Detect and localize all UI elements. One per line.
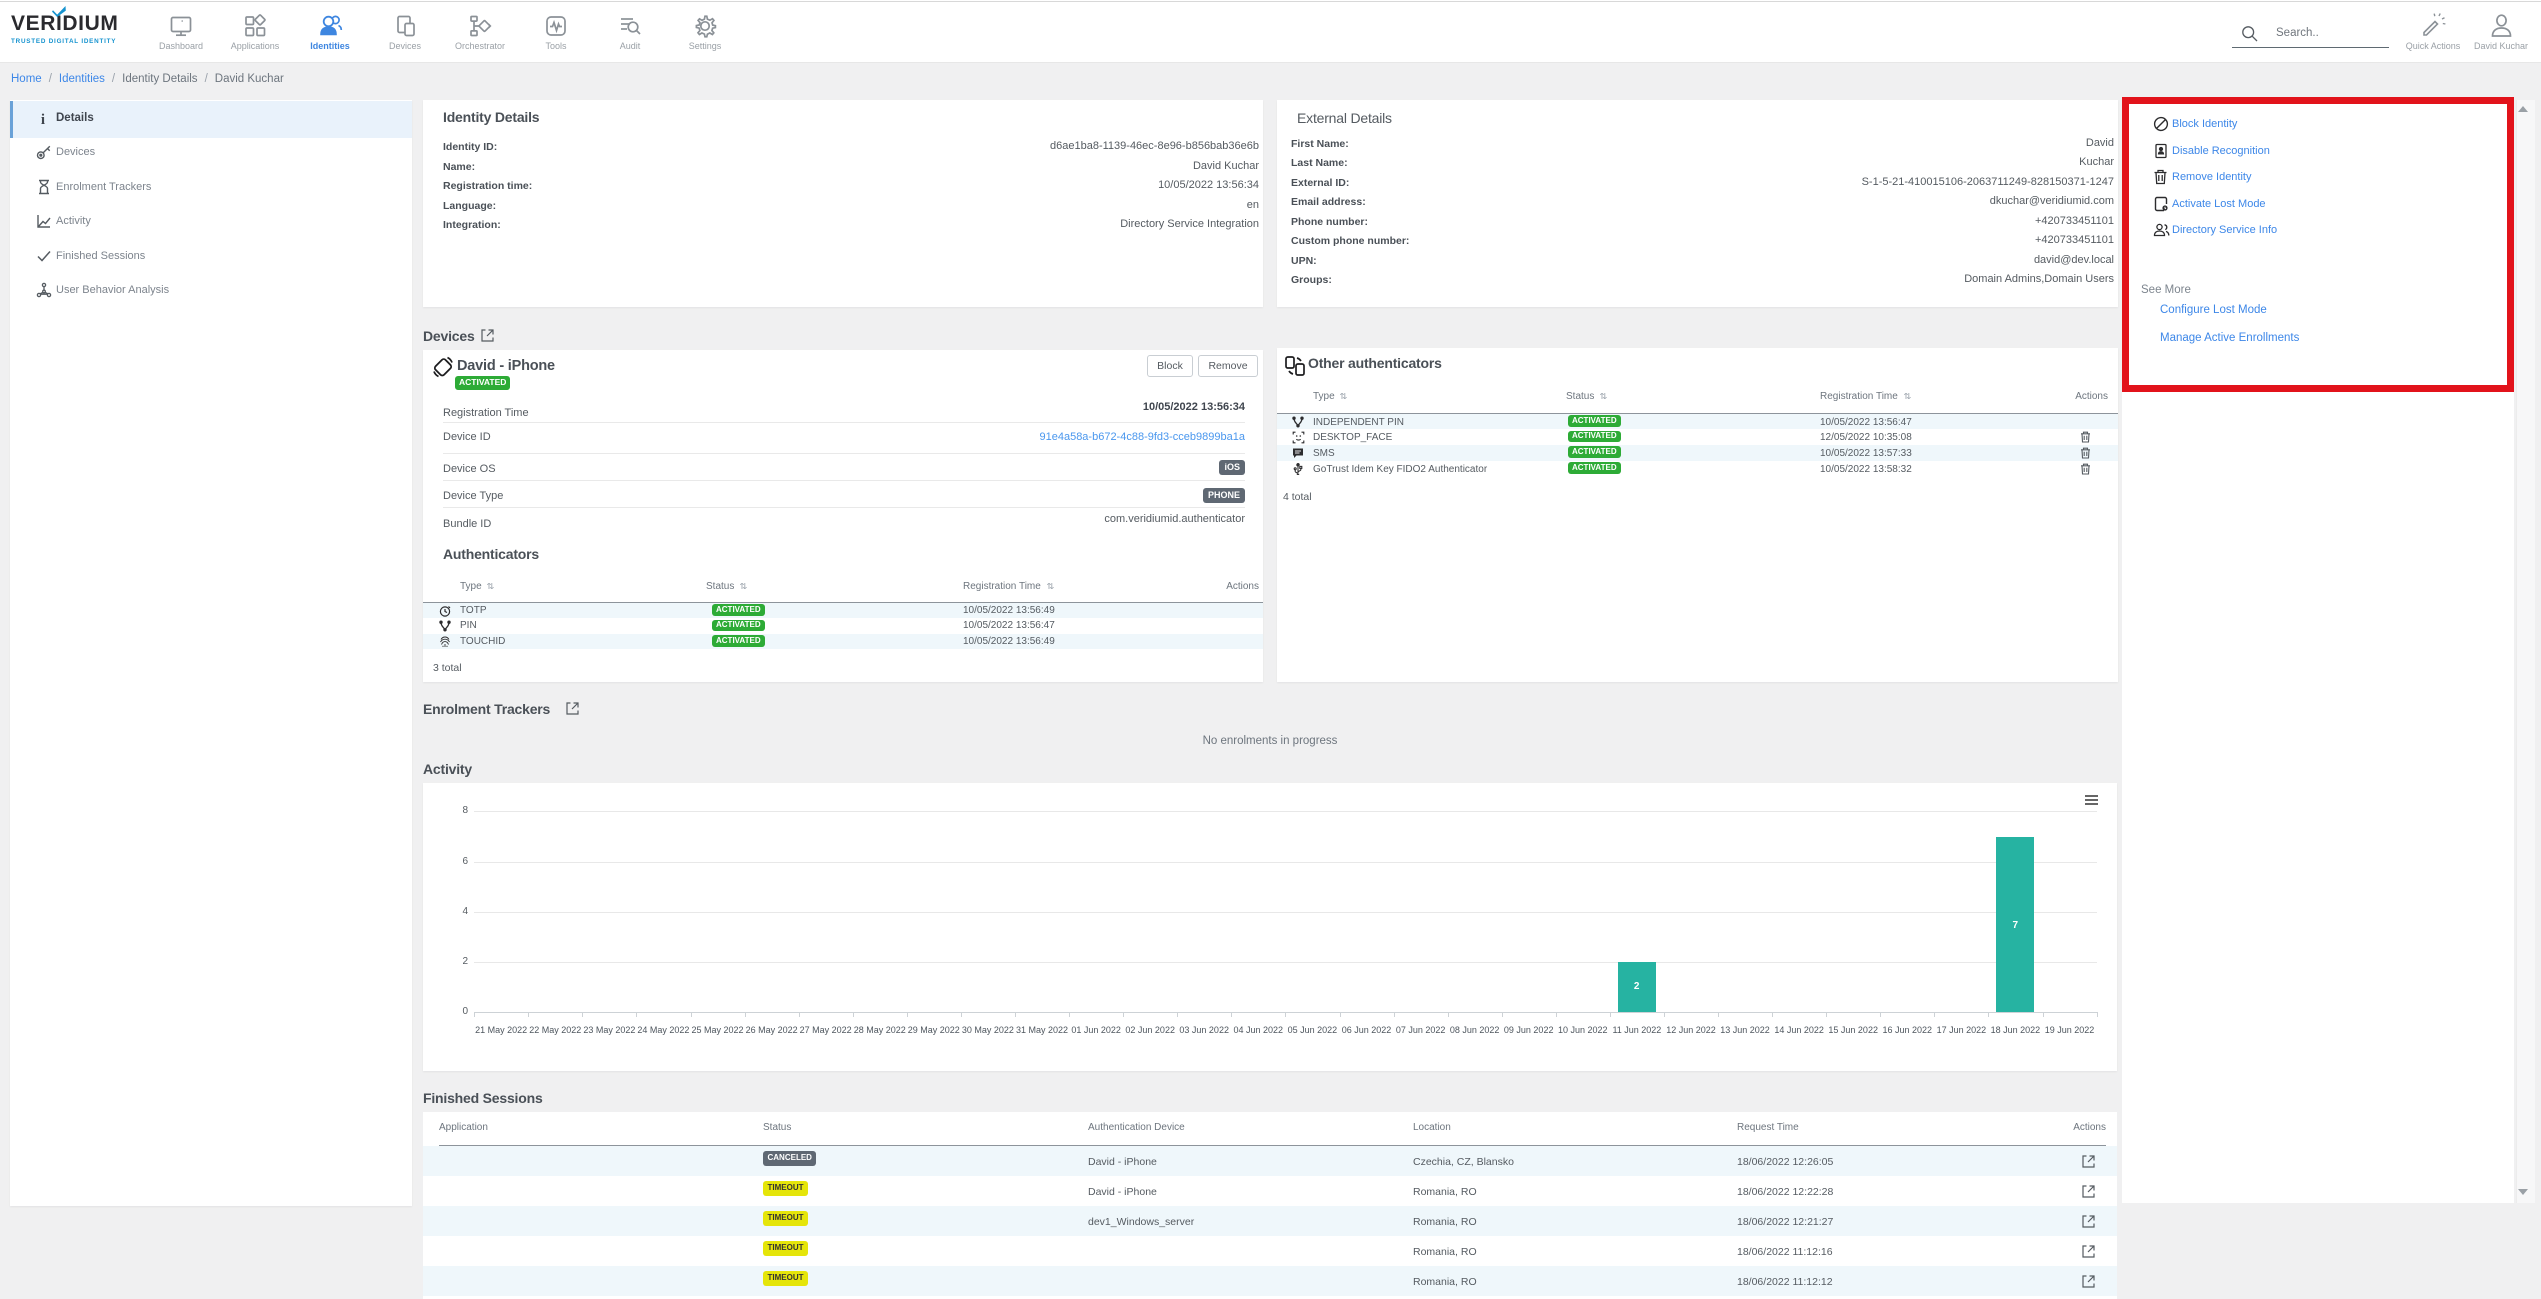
svg-text:i: i <box>41 112 45 127</box>
